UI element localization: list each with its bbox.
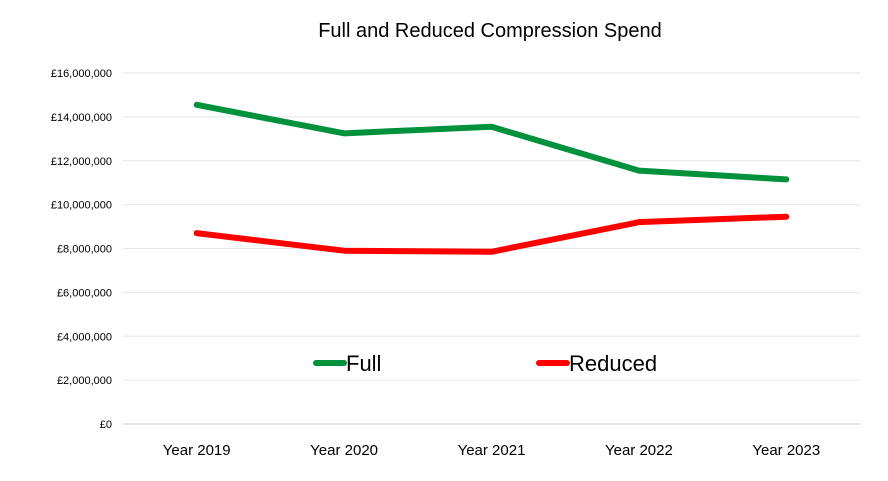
- y-tick-label: £14,000,000: [51, 112, 112, 124]
- y-tick-label: £10,000,000: [51, 200, 112, 212]
- legend: Full Reduced: [313, 351, 657, 376]
- gridlines: [123, 72, 860, 425]
- legend-label-reduced: Reduced: [569, 351, 657, 376]
- y-tick-label: £16,000,000: [51, 68, 112, 80]
- y-tick-label: £4,000,000: [57, 331, 112, 343]
- series-line-reduced: [193, 213, 790, 255]
- y-axis: £0 £2,000,000 £4,000,000 £6,000,000 £8,000,0…: [51, 68, 112, 431]
- x-tick-label: Year 2022: [605, 442, 673, 459]
- y-tick-label: £8,000,000: [57, 244, 112, 256]
- chart-title: Full and Reduced Compression Spend: [318, 20, 662, 42]
- y-tick-label: £2,000,000: [57, 375, 112, 387]
- x-axis: Year 2019 Year 2020 Year 2021 Year 2022 Year…: [163, 442, 820, 459]
- y-tick-label: £6,000,000: [57, 287, 112, 299]
- y-tick-label: £12,000,000: [51, 156, 112, 168]
- series-line-full: [193, 101, 790, 183]
- x-tick-label: Year 2023: [752, 442, 820, 459]
- x-tick-label: Year 2019: [163, 442, 231, 459]
- y-tick-label: £0: [100, 419, 112, 431]
- x-tick-label: Year 2021: [458, 442, 526, 459]
- series-group: [193, 101, 790, 255]
- legend-label-full: Full: [346, 351, 381, 376]
- x-tick-label: Year 2020: [310, 442, 378, 459]
